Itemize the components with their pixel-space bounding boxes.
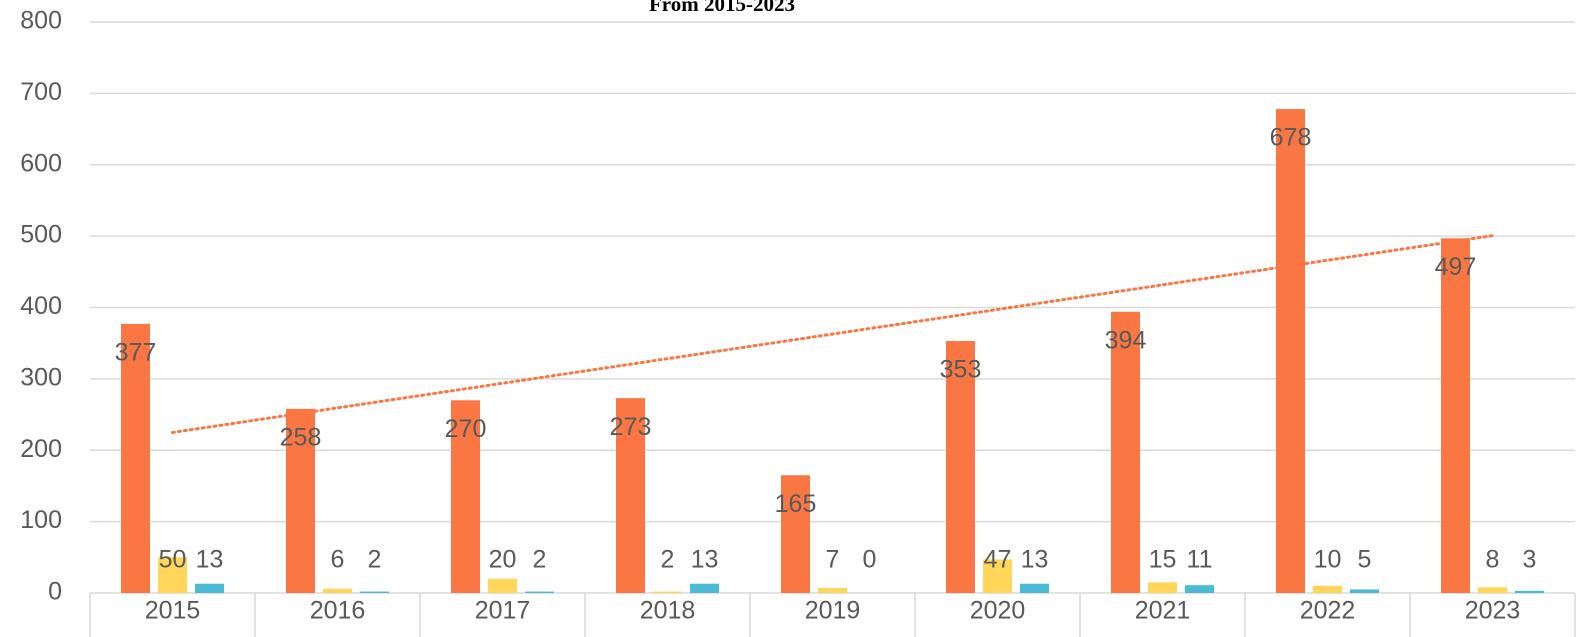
data-label: 6 (331, 546, 345, 574)
bar (195, 583, 224, 593)
y-tick-label: 200 (20, 435, 62, 463)
data-label: 11 (1187, 546, 1213, 574)
data-label: 47 (984, 546, 1012, 574)
data-label: 13 (691, 546, 719, 574)
data-label: 50 (159, 546, 187, 574)
trendline (171, 234, 1494, 434)
y-tick-label: 600 (20, 149, 62, 177)
x-tick-label: 2015 (145, 597, 201, 625)
bar (1441, 238, 1470, 594)
bar (781, 475, 810, 593)
bar (690, 583, 719, 593)
data-label: 0 (863, 546, 877, 574)
chart-title: From 2015-2023 (649, 0, 795, 16)
bar (451, 400, 480, 593)
data-label: 270 (445, 415, 487, 443)
data-label: 8 (1486, 546, 1500, 574)
bar (1350, 589, 1379, 593)
bar (525, 591, 554, 593)
bar (946, 341, 975, 593)
data-label: 165 (775, 490, 817, 518)
data-label: 497 (1435, 253, 1477, 281)
x-tick-label: 2022 (1300, 597, 1356, 625)
bar (1313, 585, 1342, 593)
bar (488, 578, 517, 593)
bar (983, 559, 1012, 593)
x-tick-label: 2020 (970, 597, 1026, 625)
data-label: 678 (1270, 124, 1312, 152)
data-label: 394 (1105, 326, 1147, 354)
bar (323, 588, 352, 593)
y-tick-label: 500 (20, 221, 62, 249)
bar (1276, 109, 1305, 593)
bar (653, 591, 682, 593)
data-label: 15 (1149, 546, 1177, 574)
y-tick-label: 0 (48, 578, 62, 606)
data-label: 353 (940, 356, 982, 384)
bar (1515, 590, 1544, 593)
data-label: 10 (1314, 546, 1342, 574)
x-tick-label: 2017 (475, 597, 531, 625)
data-label: 5 (1358, 546, 1372, 574)
bar (818, 588, 847, 593)
y-tick-label: 300 (20, 363, 62, 391)
data-label: 20 (489, 546, 517, 574)
bar (1478, 587, 1507, 593)
bar (360, 591, 389, 593)
data-label: 258 (280, 423, 322, 451)
y-tick-label: 400 (20, 292, 62, 320)
x-tick-label: 2019 (805, 597, 861, 625)
bar (1111, 311, 1140, 593)
bar (1185, 585, 1214, 593)
data-label: 13 (196, 546, 224, 574)
data-label: 7 (826, 546, 840, 574)
y-tick-label: 100 (20, 506, 62, 534)
data-label: 273 (610, 413, 652, 441)
x-tick-label: 2018 (640, 597, 696, 625)
bar (1020, 583, 1049, 593)
y-tick-label: 700 (20, 78, 62, 106)
data-label: 377 (115, 339, 157, 367)
bar (286, 408, 315, 593)
data-label: 2 (368, 546, 382, 574)
data-label: 13 (1021, 546, 1049, 574)
x-tick-label: 2016 (310, 597, 366, 625)
x-tick-label: 2023 (1465, 597, 1521, 625)
data-label: 3 (1523, 546, 1537, 574)
x-tick-label: 2021 (1135, 597, 1191, 625)
bar (158, 557, 187, 593)
data-label: 2 (533, 546, 547, 574)
data-label: 2 (661, 546, 675, 574)
bar (1148, 582, 1177, 593)
bar (616, 398, 645, 593)
y-tick-label: 800 (20, 7, 62, 35)
bar (121, 323, 150, 593)
